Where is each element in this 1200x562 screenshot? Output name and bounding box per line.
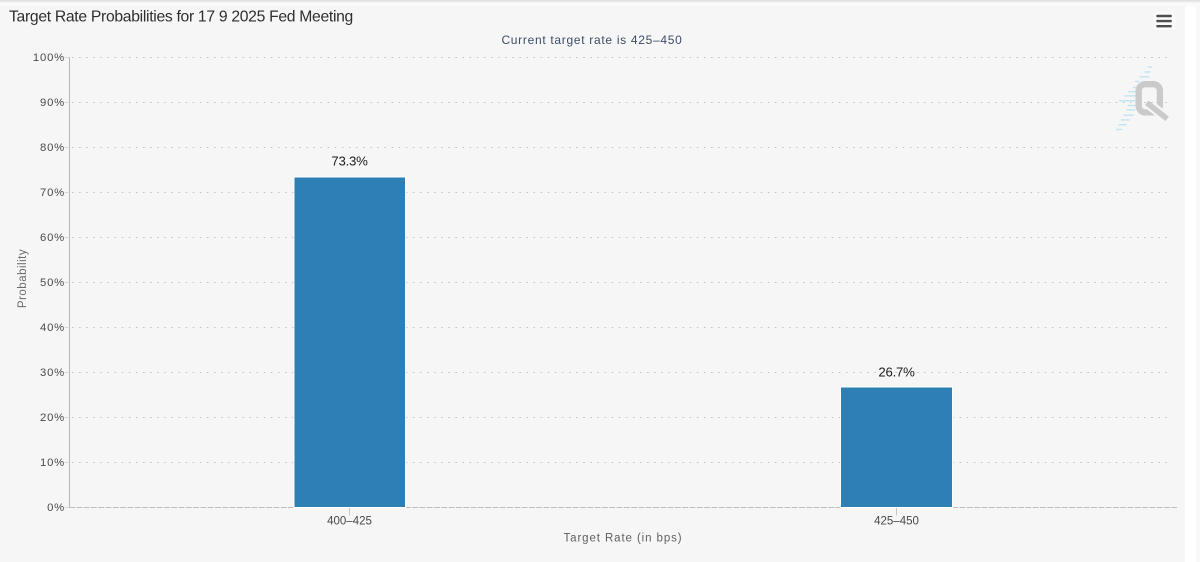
svg-text:425–450: 425–450 (874, 516, 919, 528)
svg-text:26.7%: 26.7% (878, 365, 915, 380)
svg-text:30%: 30% (40, 367, 65, 379)
svg-text:70%: 70% (40, 187, 65, 199)
svg-text:Target Rate (in bps): Target Rate (in bps) (564, 533, 683, 545)
svg-text:Target Rate Probabilities for: Target Rate Probabilities for 17 9 2025 … (9, 9, 353, 26)
svg-text:80%: 80% (40, 142, 65, 154)
svg-text:400–425: 400–425 (327, 516, 372, 528)
svg-text:0%: 0% (47, 502, 65, 514)
svg-text:10%: 10% (40, 457, 65, 469)
svg-text:50%: 50% (40, 277, 65, 289)
svg-text:90%: 90% (40, 97, 65, 109)
svg-text:100%: 100% (33, 52, 65, 64)
svg-text:Current target rate is 425–450: Current target rate is 425–450 (501, 33, 682, 47)
svg-text:73.3%: 73.3% (331, 154, 368, 169)
svg-text:40%: 40% (40, 322, 65, 334)
svg-text:20%: 20% (40, 412, 65, 424)
svg-text:60%: 60% (40, 232, 65, 244)
svg-text:Probability: Probability (17, 249, 29, 308)
